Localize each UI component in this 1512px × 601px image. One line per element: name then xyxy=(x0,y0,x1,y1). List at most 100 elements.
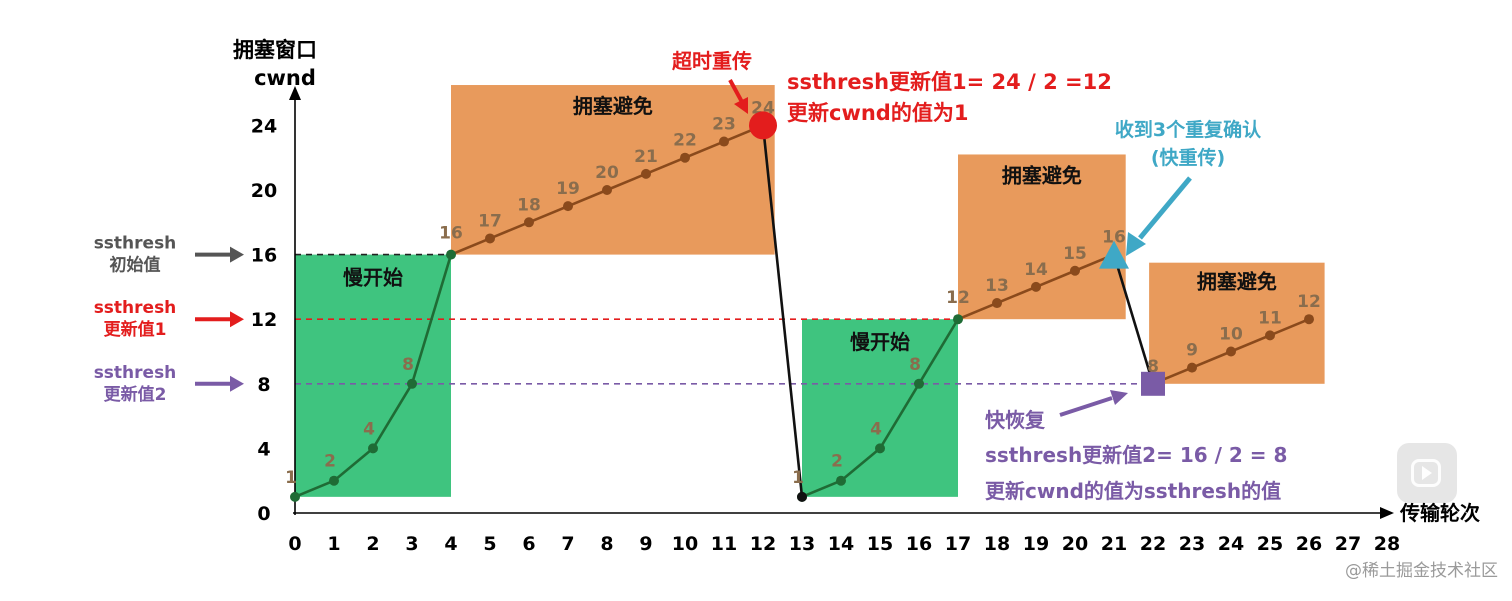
series-0-point-0 xyxy=(290,491,300,502)
fast-recovery-note-1: ssthresh更新值2= 16 / 2 = 8 xyxy=(985,443,1287,467)
watermark: @稀土掘金技术社区 xyxy=(1345,561,1498,581)
series-0-segment-4 xyxy=(450,237,491,256)
timeout-note-1: ssthresh更新值1= 24 / 2 =12 xyxy=(787,70,1112,94)
play-icon[interactable] xyxy=(1397,443,1457,503)
x-tick-label-28: 28 xyxy=(1374,533,1400,555)
x-tick-label-2: 2 xyxy=(366,533,379,555)
series-0-point-5 xyxy=(485,233,495,244)
region-label-3: 拥塞避免 xyxy=(1002,163,1082,187)
series-2-point-26 xyxy=(1304,314,1314,325)
threshold-sublabel-2: 更新值2 xyxy=(104,384,167,405)
x-tick-label-5: 5 xyxy=(483,533,496,555)
x-tick-label-26: 26 xyxy=(1296,533,1322,555)
series-1-segment-3 xyxy=(917,318,960,385)
region-label-2: 慢开始 xyxy=(850,330,910,354)
series-1-label-20: 15 xyxy=(1063,244,1087,264)
threshold-label-1: ssthresh xyxy=(94,298,177,318)
x-tick-label-18: 18 xyxy=(984,533,1010,555)
series-1-point-16 xyxy=(914,378,924,389)
drop-line-1 xyxy=(1112,254,1155,385)
series-0-point-2 xyxy=(368,443,378,454)
series-1-point-19 xyxy=(1031,281,1041,292)
x-tick-label-3: 3 xyxy=(405,533,418,555)
x-axis-arrow xyxy=(1380,507,1394,519)
fast-recovery-arrow-head xyxy=(1110,390,1128,405)
timeout-label: 超时重传 xyxy=(671,49,752,73)
series-0-label-7: 19 xyxy=(556,179,580,199)
series-0-label-6: 18 xyxy=(517,195,541,215)
series-0-label-2: 4 xyxy=(363,419,375,439)
series-1-label-21: 16 xyxy=(1102,228,1126,248)
series-0-segment-7 xyxy=(567,188,608,208)
dup-ack-arrow-head xyxy=(1126,232,1146,256)
series-1-point-17 xyxy=(953,314,963,325)
series-0-segment-9 xyxy=(645,156,686,176)
series-1-point-15 xyxy=(875,443,885,454)
series-2-label-23: 9 xyxy=(1186,341,1198,361)
x-tick-label-0: 0 xyxy=(288,533,301,555)
x-tick-label-27: 27 xyxy=(1335,533,1361,555)
fast-recovery-arrow-shaft xyxy=(1059,396,1113,417)
threshold-label-0: ssthresh xyxy=(94,234,177,254)
fast-recovery-marker xyxy=(1141,371,1165,396)
series-1-label-17: 12 xyxy=(946,288,970,308)
y-tick-label-8: 8 xyxy=(257,374,270,396)
x-tick-label-1: 1 xyxy=(327,533,340,555)
series-1-segment-2 xyxy=(878,383,921,450)
series-2-point-24 xyxy=(1226,346,1236,357)
drop-line-0 xyxy=(761,125,804,497)
region-label-1: 拥塞避免 xyxy=(573,94,653,118)
series-2-segment-1 xyxy=(1191,350,1232,369)
series-0-label-5: 17 xyxy=(478,211,502,231)
region-avoid-1 xyxy=(451,85,775,255)
x-tick-label-8: 8 xyxy=(600,533,613,555)
dup-ack-marker xyxy=(1099,240,1129,269)
series-0-label-9: 21 xyxy=(634,147,658,167)
series-1-label-18: 13 xyxy=(985,276,1009,296)
region-label-0: 慢开始 xyxy=(343,266,403,290)
threshold-arrow-head-1 xyxy=(230,311,244,328)
series-0-segment-6 xyxy=(528,204,569,224)
series-0-label-0: 1 xyxy=(285,468,297,488)
series-0-point-9 xyxy=(641,168,651,179)
series-1-label-13: 1 xyxy=(792,468,804,488)
series-0-point-7 xyxy=(563,201,573,212)
dup-ack-label-1: 收到3个重复确认 xyxy=(1115,118,1261,141)
series-1-label-15: 4 xyxy=(870,419,882,439)
series-2-label-24: 10 xyxy=(1219,325,1243,345)
x-tick-label-16: 16 xyxy=(906,533,932,555)
x-tick-label-6: 6 xyxy=(522,533,535,555)
series-0-point-4 xyxy=(446,249,456,260)
fast-recovery-label: 快恢复 xyxy=(985,408,1046,432)
x-tick-label-13: 13 xyxy=(789,533,815,555)
x-tick-label-19: 19 xyxy=(1023,533,1049,555)
y-tick-label-0: 0 xyxy=(257,503,270,525)
threshold-label-2: ssthresh xyxy=(94,363,177,383)
y-axis-title-1: 拥塞窗口 xyxy=(233,38,317,62)
series-2-segment-2 xyxy=(1230,334,1271,353)
timeout-note-2: 更新cwnd的值为1 xyxy=(787,101,968,125)
series-0-label-3: 8 xyxy=(402,355,414,375)
threshold-arrow-head-0 xyxy=(230,246,244,263)
series-0-label-11: 23 xyxy=(712,115,736,135)
y-tick-label-12: 12 xyxy=(251,309,277,331)
series-2-point-25 xyxy=(1265,330,1275,341)
series-1-label-16: 8 xyxy=(909,355,921,375)
y-tick-label-16: 16 xyxy=(251,245,277,267)
series-1-segment-4 xyxy=(957,301,998,321)
series-2-label-26: 12 xyxy=(1297,292,1321,312)
series-2-label-25: 11 xyxy=(1258,308,1282,328)
series-0-label-1: 2 xyxy=(324,452,336,472)
timeout-arrow-shaft xyxy=(728,79,744,103)
dup-ack-arrow-shaft xyxy=(1138,176,1192,240)
series-0-segment-0 xyxy=(294,479,335,499)
region-label-4: 拥塞避免 xyxy=(1197,270,1277,294)
x-tick-label-20: 20 xyxy=(1062,533,1088,555)
x-tick-label-14: 14 xyxy=(828,533,854,555)
region-avoid-3 xyxy=(958,154,1126,320)
series-0-point-3 xyxy=(407,378,417,389)
y-tick-label-20: 20 xyxy=(251,180,277,202)
x-tick-label-7: 7 xyxy=(561,533,574,555)
series-0-point-8 xyxy=(602,185,612,195)
